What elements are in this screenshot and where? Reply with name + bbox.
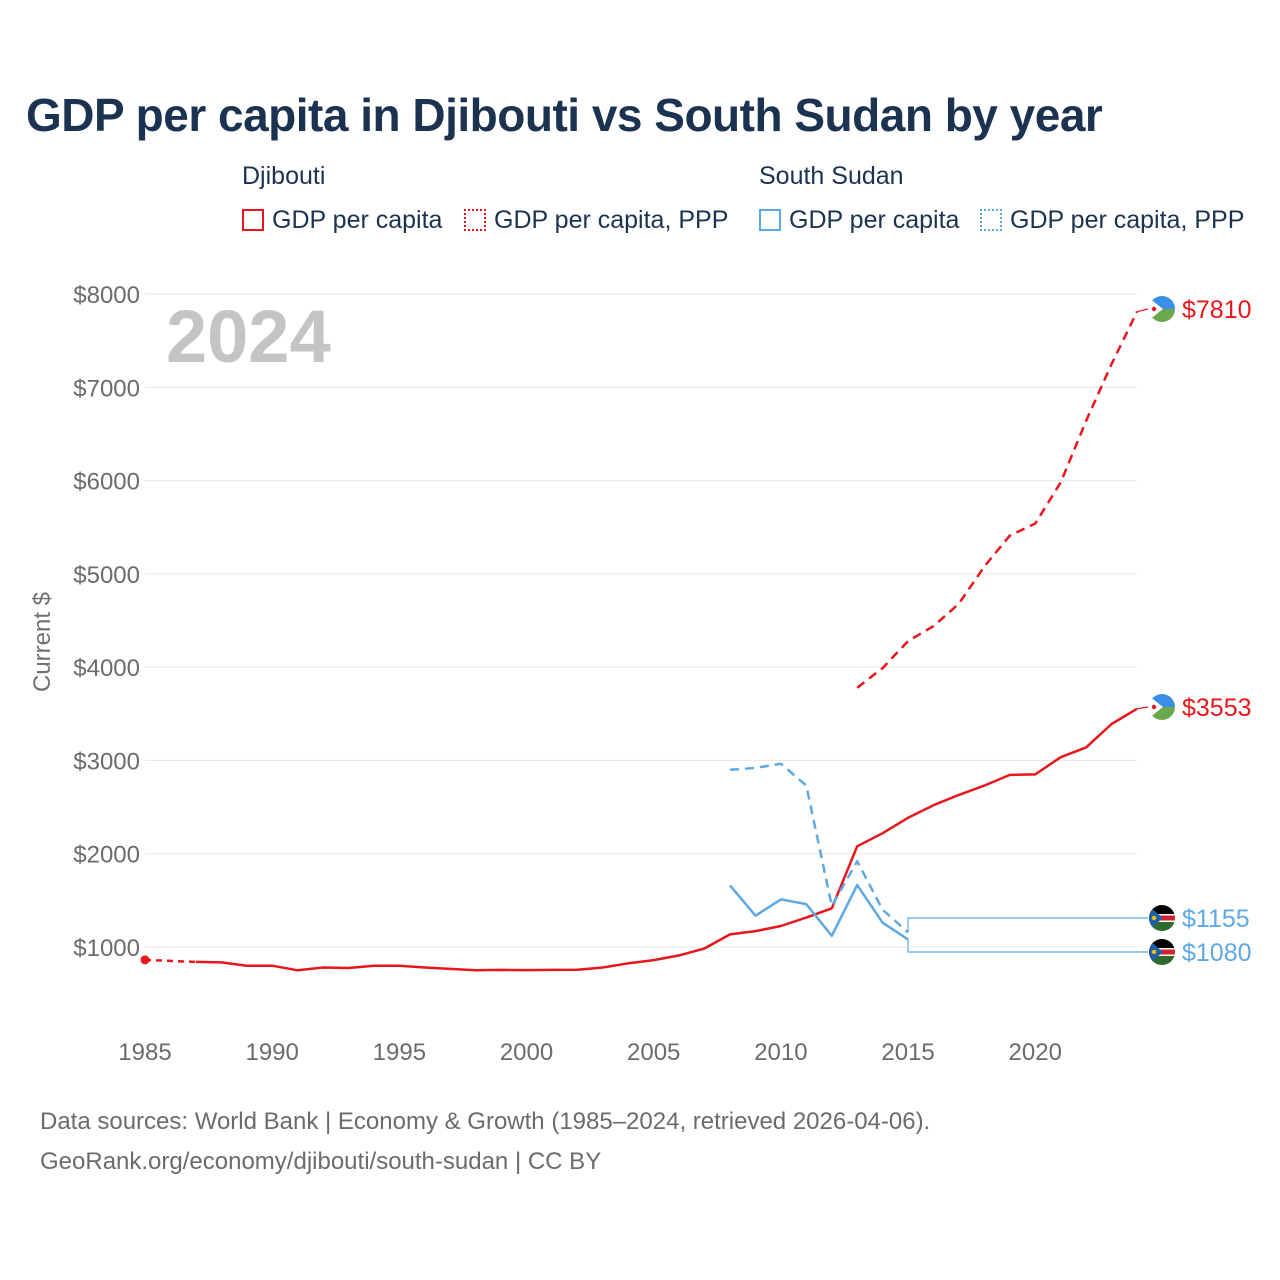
end-value-label: $1080	[1182, 939, 1252, 967]
south-sudan-flag-icon	[1149, 905, 1175, 931]
legend-group-djibouti: Djibouti	[242, 162, 326, 190]
x-tick-label: 1985	[118, 1039, 171, 1066]
source-line-2: GeoRank.org/economy/djibouti/south-sudan…	[40, 1148, 602, 1175]
grid	[145, 293, 1137, 948]
legend-swatch-dotted-red	[464, 209, 486, 231]
end-value-label: $3553	[1182, 694, 1252, 722]
flag-body	[1149, 939, 1175, 965]
legend-label: GDP per capita, PPP	[494, 205, 729, 234]
djibouti-flag-icon	[1149, 694, 1175, 720]
flag-body	[1149, 905, 1175, 931]
y-tick-label: $7000	[73, 375, 140, 402]
flag-green-band	[1149, 956, 1175, 965]
flag-star	[1151, 704, 1157, 710]
end-labels: $7810 $3553 $1155 $1080	[907, 296, 1252, 967]
series-line	[729, 883, 909, 941]
axes: $1000 $2000 $3000 $4000 $5000 $6000 $7000 $8000…	[73, 282, 1062, 1066]
end-value-label: $7810	[1182, 296, 1252, 324]
series-line	[729, 762, 909, 934]
y-tick-label: $6000	[73, 469, 140, 496]
series-gap-connector	[144, 958, 196, 964]
y-tick-label: $2000	[73, 842, 140, 869]
flag-green-band	[1149, 922, 1175, 931]
leader-line	[1136, 308, 1149, 313]
x-tick-label: 2000	[500, 1039, 553, 1066]
series-line	[856, 311, 1139, 689]
legend-label: GDP per capita	[789, 205, 960, 234]
x-tick-label: 2005	[627, 1039, 680, 1066]
x-tick-label: 2010	[754, 1039, 807, 1066]
y-tick-label: $3000	[73, 748, 140, 775]
x-tick-label: 1995	[373, 1039, 426, 1066]
leader-line	[907, 939, 1148, 953]
y-tick-label: $4000	[73, 655, 140, 682]
legend-djibouti-gdp-ppp[interactable]: GDP per capita, PPP	[464, 204, 728, 236]
flag-star	[1151, 949, 1157, 955]
end-value-label: $1155	[1182, 905, 1250, 933]
leader-line	[907, 917, 1148, 933]
series	[140, 311, 1139, 972]
leader-line	[1136, 706, 1149, 710]
legend-djibouti-gdp[interactable]: GDP per capita	[242, 204, 442, 236]
year-watermark: 2024	[166, 295, 331, 378]
legend-south-sudan-gdp[interactable]: GDP per capita	[759, 204, 959, 236]
series-start-marker	[140, 955, 150, 965]
y-tick-label: $8000	[73, 282, 140, 309]
flag-star	[1151, 306, 1157, 312]
y-tick-label: $5000	[73, 562, 140, 589]
south-sudan-flag-icon	[1149, 939, 1175, 965]
y-axis-label: Current $	[29, 592, 56, 692]
x-tick-label: 1990	[245, 1039, 298, 1066]
source-line-1: Data sources: World Bank | Economy & Gro…	[40, 1108, 931, 1135]
legend-swatch-solid-blue	[759, 209, 781, 231]
legend-group-south-sudan: South Sudan	[759, 162, 904, 190]
legend-swatch-solid-red	[242, 209, 264, 231]
series-line	[195, 707, 1138, 972]
legend-label: GDP per capita, PPP	[1010, 205, 1245, 234]
x-tick-label: 2015	[881, 1039, 934, 1066]
legend-south-sudan-gdp-ppp[interactable]: GDP per capita, PPP	[980, 204, 1244, 236]
flag-star	[1151, 915, 1157, 921]
x-tick-label: 2020	[1009, 1039, 1062, 1066]
y-tick-label: $1000	[73, 935, 140, 962]
legend-label: GDP per capita	[272, 205, 443, 234]
legend-swatch-dotted-blue	[980, 209, 1002, 231]
chart-title: GDP per capita in Djibouti vs South Suda…	[26, 89, 1103, 141]
djibouti-flag-icon	[1149, 296, 1175, 322]
